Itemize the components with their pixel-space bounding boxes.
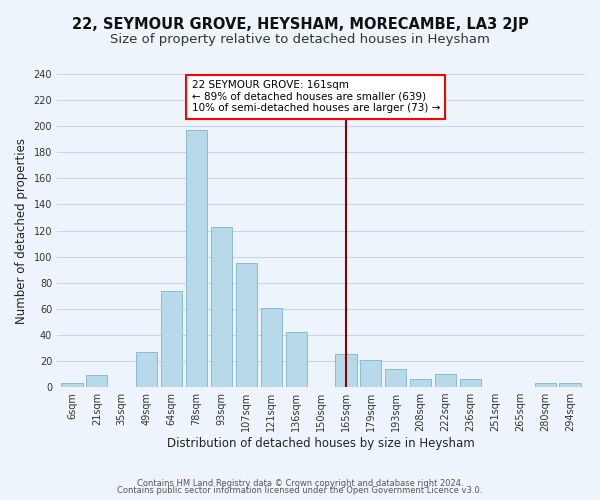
Bar [286, 332, 307, 387]
Bar [335, 354, 356, 387]
Bar [535, 383, 556, 387]
Bar [186, 130, 207, 387]
Text: 22, SEYMOUR GROVE, HEYSHAM, MORECAMBE, LA3 2JP: 22, SEYMOUR GROVE, HEYSHAM, MORECAMBE, L… [71, 18, 529, 32]
Bar [86, 376, 107, 387]
Text: Contains public sector information licensed under the Open Government Licence v3: Contains public sector information licen… [118, 486, 482, 495]
Bar [211, 226, 232, 387]
X-axis label: Distribution of detached houses by size in Heysham: Distribution of detached houses by size … [167, 437, 475, 450]
Bar [559, 383, 581, 387]
Bar [385, 369, 406, 387]
Bar [360, 360, 382, 387]
Bar [136, 352, 157, 387]
Bar [435, 374, 456, 387]
Bar [236, 263, 257, 387]
Bar [161, 290, 182, 387]
Bar [61, 383, 83, 387]
Text: 22 SEYMOUR GROVE: 161sqm
← 89% of detached houses are smaller (639)
10% of semi-: 22 SEYMOUR GROVE: 161sqm ← 89% of detach… [191, 80, 440, 114]
Bar [410, 380, 431, 387]
Bar [460, 380, 481, 387]
Bar [260, 308, 282, 387]
Text: Size of property relative to detached houses in Heysham: Size of property relative to detached ho… [110, 32, 490, 46]
Y-axis label: Number of detached properties: Number of detached properties [15, 138, 28, 324]
Text: Contains HM Land Registry data © Crown copyright and database right 2024.: Contains HM Land Registry data © Crown c… [137, 478, 463, 488]
